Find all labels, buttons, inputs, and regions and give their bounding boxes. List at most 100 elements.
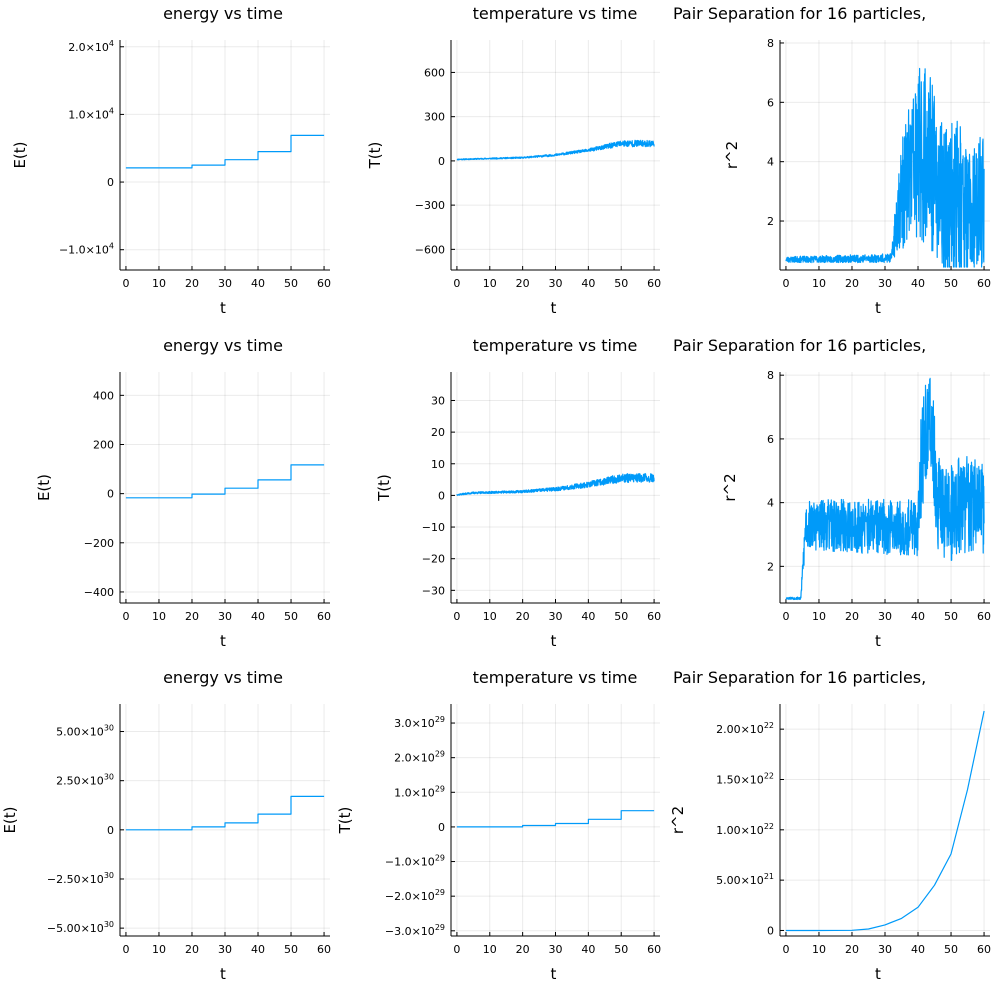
x-tick-label: 20 [185, 943, 199, 956]
x-tick-label: 30 [878, 277, 892, 290]
x-tick-label: 30 [218, 277, 232, 290]
y-tick-label: 2.50×1030 [56, 773, 114, 788]
x-axis-label: t [875, 965, 881, 983]
subplot-r2c1: 0 10 20 30 40 50 60 −400 −200 0 200 400 energy vs ti… [35, 336, 331, 650]
y-tick-label: −3.0×1029 [385, 923, 445, 938]
x-tick-label: 50 [614, 277, 628, 290]
subplot-r3c3: 0 10 20 30 40 50 60 0 5.00×1021 1.00×1022 1.50×102… [669, 668, 991, 983]
chart-title: energy vs time [163, 4, 283, 23]
x-tick-label: 30 [878, 943, 892, 956]
x-tick-label: 10 [483, 943, 497, 956]
y-axis-label: E(t) [11, 141, 29, 168]
x-axis-label: t [220, 299, 226, 317]
y-axis-label: T(t) [375, 474, 393, 502]
x-tick-label: 40 [581, 610, 595, 623]
x-tick-label: 10 [152, 277, 166, 290]
x-tick-label: 0 [453, 943, 460, 956]
x-tick-label: 0 [122, 610, 129, 623]
y-tick-label: 6 [767, 96, 774, 109]
y-tick-label: 2.0×1029 [394, 750, 445, 765]
x-tick-label: 0 [453, 610, 460, 623]
y-tick-label: 300 [424, 111, 445, 124]
x-tick-label: 30 [549, 610, 563, 623]
x-axis-label: t [220, 632, 226, 650]
subplot-r3c2: 0 10 20 30 40 50 60 −3.0×1029 −2.0×1029 −1.0×1029… [336, 668, 661, 983]
chart-title: Pair Separation for 16 particles, [673, 336, 926, 355]
chart-title: energy vs time [163, 668, 283, 687]
x-tick-label: 10 [483, 610, 497, 623]
y-tick-label: 2 [767, 560, 774, 573]
y-axis-label: r^2 [669, 806, 687, 834]
subplot-r1c3: 0 10 20 30 40 50 60 2 4 6 8 Pair Separation for 16 … [673, 4, 991, 317]
x-tick-label: 30 [549, 277, 563, 290]
x-tick-label: 20 [185, 277, 199, 290]
y-tick-label: 600 [424, 66, 445, 79]
x-axis-label: t [551, 632, 557, 650]
x-tick-label: 30 [218, 943, 232, 956]
y-tick-label: −5.00×1030 [47, 920, 114, 935]
x-tick-label: 40 [911, 943, 925, 956]
y-tick-label: −200 [84, 537, 114, 550]
x-tick-label: 0 [782, 277, 789, 290]
x-tick-label: 60 [977, 610, 991, 623]
x-tick-label: 40 [911, 610, 925, 623]
subplot-r2c3: 0 10 20 30 40 50 60 2 4 6 8 Pair Separation for 16 … [673, 336, 991, 650]
series-line [125, 795, 325, 831]
y-tick-label: 1.00×1022 [716, 822, 774, 837]
x-tick-label: 30 [549, 943, 563, 956]
y-tick-label: 3.0×1029 [394, 715, 445, 730]
y-tick-label: 1.0×104 [68, 106, 114, 121]
x-tick-label: 40 [581, 943, 595, 956]
x-axis-label: t [875, 632, 881, 650]
y-tick-label: −400 [84, 586, 114, 599]
y-tick-label: 8 [767, 37, 774, 50]
x-tick-label: 20 [845, 943, 859, 956]
x-tick-label: 20 [185, 610, 199, 623]
x-tick-label: 60 [317, 277, 331, 290]
series-line [456, 473, 655, 496]
x-tick-label: 40 [251, 610, 265, 623]
x-tick-label: 20 [845, 277, 859, 290]
x-tick-label: 40 [251, 943, 265, 956]
x-tick-label: 10 [152, 943, 166, 956]
y-tick-label: 2.0×104 [68, 39, 114, 54]
x-tick-label: 60 [647, 943, 661, 956]
y-tick-label: 0 [107, 176, 114, 189]
x-tick-label: 60 [977, 943, 991, 956]
y-tick-label: −30 [422, 584, 445, 597]
x-axis-label: t [551, 299, 557, 317]
y-axis-label: E(t) [1, 806, 19, 833]
series-line [785, 377, 985, 601]
chart-title: temperature vs time [473, 336, 638, 355]
chart-title: temperature vs time [473, 668, 638, 687]
x-tick-label: 0 [122, 943, 129, 956]
y-tick-label: 0 [107, 488, 114, 501]
y-tick-label: −20 [422, 553, 445, 566]
x-tick-label: 50 [944, 943, 958, 956]
x-tick-label: 0 [782, 610, 789, 623]
y-tick-label: 0 [438, 155, 445, 168]
chart-title: temperature vs time [473, 4, 638, 23]
x-tick-label: 50 [284, 277, 298, 290]
chart-title: Pair Separation for 16 particles, [673, 668, 926, 687]
y-tick-label: −300 [415, 199, 445, 212]
x-tick-label: 30 [218, 610, 232, 623]
y-tick-label: 0 [438, 489, 445, 502]
y-tick-label: 1.0×1029 [394, 784, 445, 799]
y-tick-label: 8 [767, 369, 774, 382]
y-tick-label: −1.0×104 [59, 242, 114, 257]
y-tick-label: 2 [767, 215, 774, 228]
y-tick-label: 400 [93, 389, 114, 402]
y-tick-label: −600 [415, 243, 445, 256]
subplot-r1c1: 0 10 20 30 40 50 60 −1.0×104 0 1.0×104 2.0×104 ener… [11, 4, 331, 317]
y-tick-label: −10 [422, 521, 445, 534]
y-axis-label: r^2 [723, 141, 741, 169]
x-tick-label: 60 [647, 610, 661, 623]
y-tick-label: 5.00×1030 [56, 724, 114, 739]
x-tick-label: 60 [977, 277, 991, 290]
x-tick-label: 0 [453, 277, 460, 290]
x-tick-label: 50 [284, 610, 298, 623]
y-tick-label: 6 [767, 433, 774, 446]
x-tick-label: 40 [911, 277, 925, 290]
y-tick-label: 200 [93, 438, 114, 451]
